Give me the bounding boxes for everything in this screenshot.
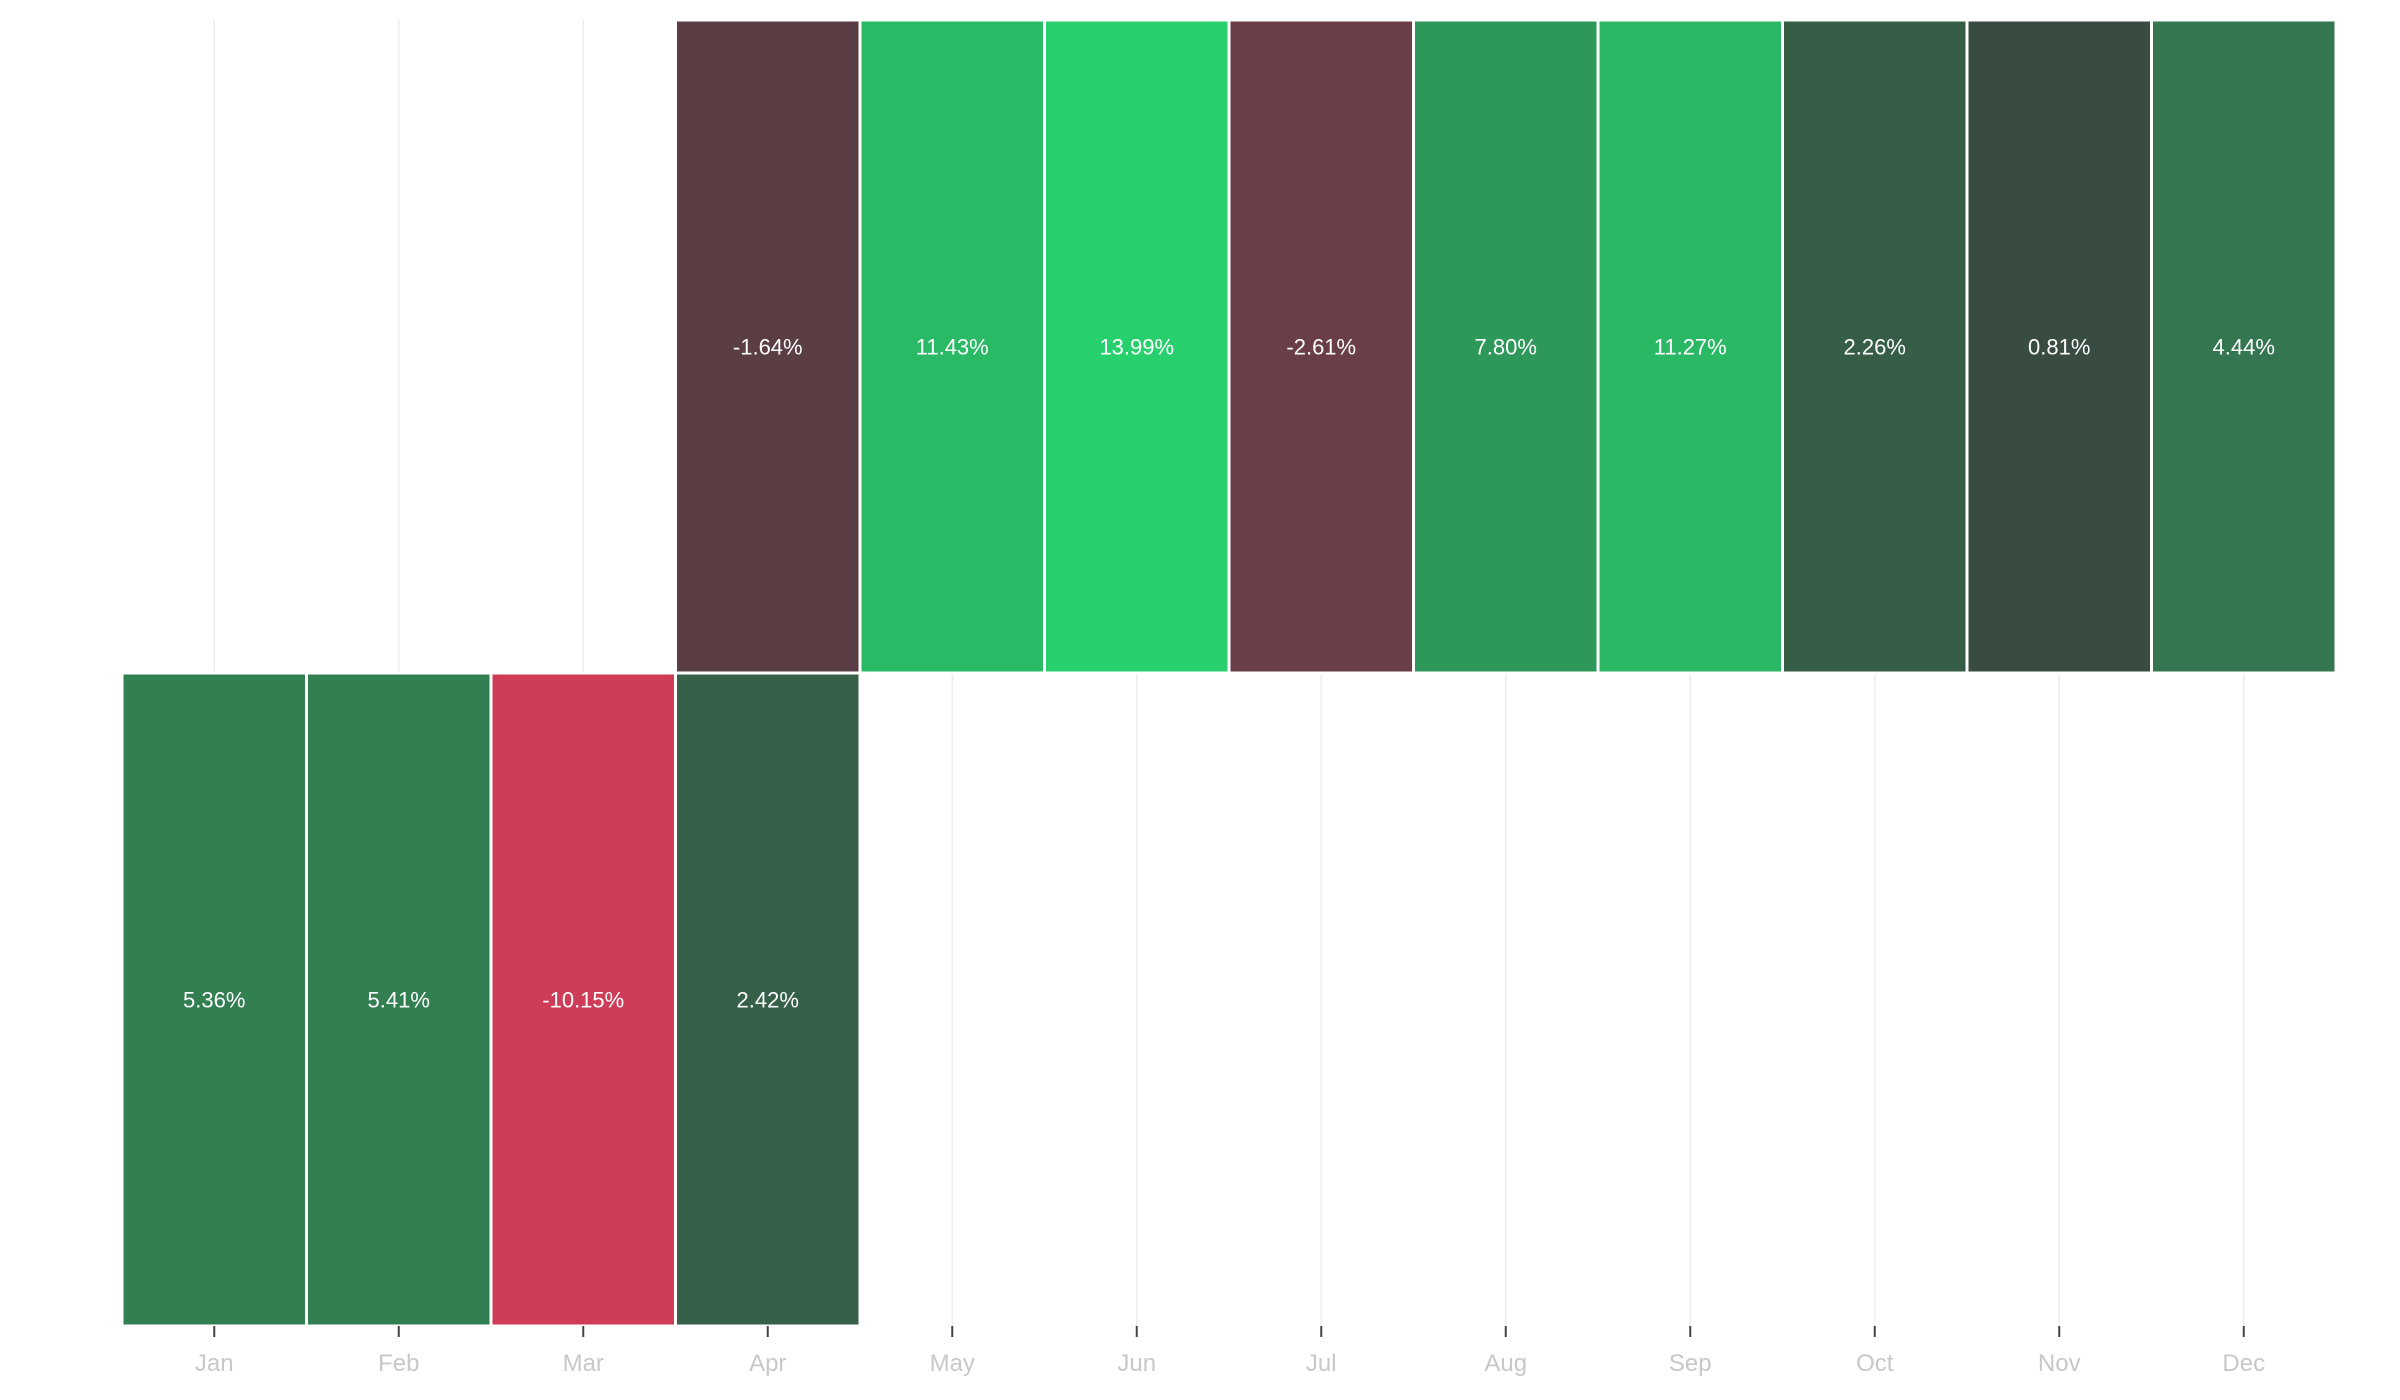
cell-label-row2-feb: 5.41%	[368, 988, 430, 1013]
cell-label-row2-mar: -10.15%	[542, 988, 624, 1013]
x-tick-label-jun: Jun	[1117, 1350, 1156, 1377]
cell-row1-aug	[1412, 18, 1600, 675]
x-tick-label-jul: Jul	[1306, 1350, 1337, 1377]
cell-label-row1-jun: 13.99%	[1099, 335, 1174, 360]
x-tick-label-mar: Mar	[563, 1350, 604, 1377]
cell-label-row1-dec: 4.44%	[2213, 335, 2275, 360]
cell-row1-apr	[674, 18, 862, 675]
cell-row2-jan	[120, 671, 308, 1328]
cell-label-row2-jan: 5.36%	[183, 988, 245, 1013]
cell-row1-dec	[2150, 18, 2338, 675]
cell-row1-jul	[1227, 18, 1415, 675]
cell-label-row1-sep: 11.27%	[1654, 335, 1727, 360]
cell-row1-may	[858, 18, 1046, 675]
x-tick-label-may: May	[930, 1350, 975, 1377]
cell-label-row1-nov: 0.81%	[2028, 335, 2090, 360]
cell-label-row1-may: 11.43%	[916, 335, 989, 360]
x-axis: Jan Feb Mar Apr May Jun Jul Aug Sep Oct Nov Dec	[195, 1326, 2265, 1377]
x-tick-label-aug: Aug	[1484, 1350, 1527, 1377]
x-tick-label-apr: Apr	[749, 1350, 786, 1377]
heatmap-cells: -1.64% 11.43% 13.99% -2.61% 7.80% 11.27% 2.26%…	[120, 18, 2338, 1328]
cell-row2-mar	[489, 671, 677, 1328]
cell-label-row1-apr: -1.64%	[733, 335, 803, 360]
x-tick-label-jan: Jan	[195, 1350, 234, 1377]
cell-label-row2-apr: 2.42%	[737, 988, 799, 1013]
cell-label-row1-oct: 2.26%	[1844, 335, 1906, 360]
x-tick-label-dec: Dec	[2222, 1350, 2265, 1377]
x-tick-label-feb: Feb	[378, 1350, 419, 1377]
cell-row1-nov	[1965, 18, 2153, 675]
x-tick-label-oct: Oct	[1856, 1350, 1894, 1377]
cell-row1-oct	[1781, 18, 1969, 675]
cell-label-row1-jul: -2.61%	[1286, 335, 1356, 360]
x-tick-label-nov: Nov	[2038, 1350, 2081, 1377]
cell-label-row1-aug: 7.80%	[1475, 335, 1537, 360]
cell-row2-feb	[305, 671, 493, 1328]
cell-row1-sep	[1596, 18, 1784, 675]
cell-row1-jun	[1043, 18, 1231, 675]
x-tick-label-sep: Sep	[1669, 1350, 1712, 1377]
